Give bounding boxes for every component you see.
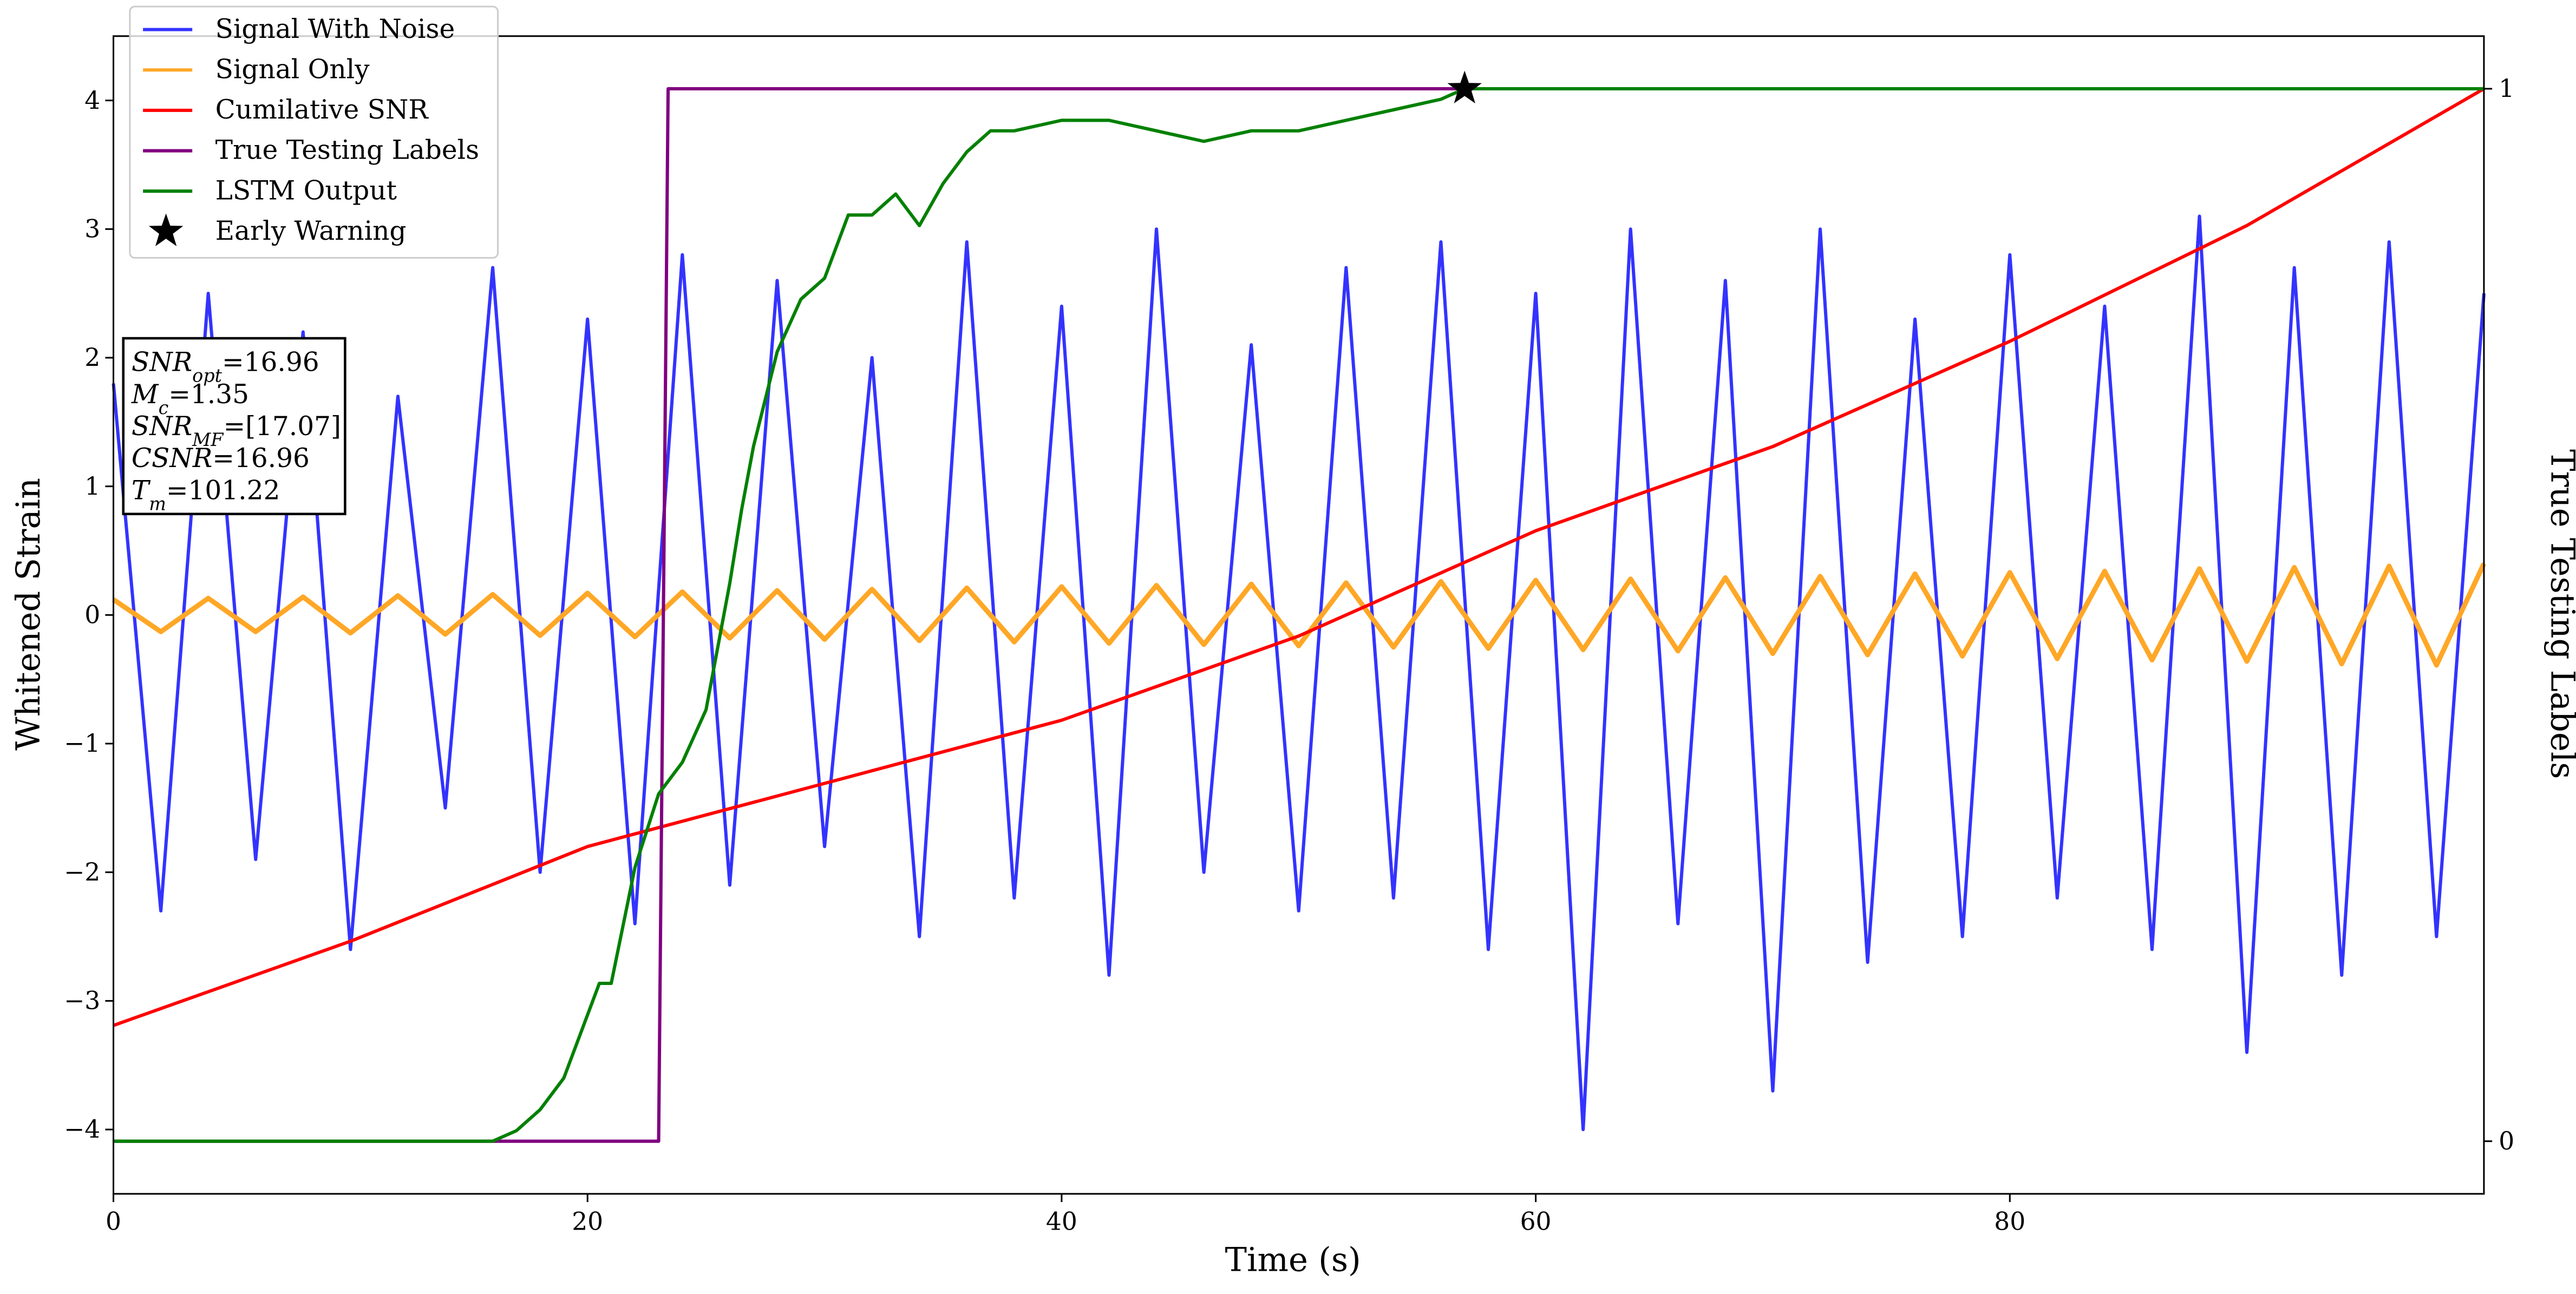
annotation-value: =16.96 [222, 347, 319, 378]
y2-tick-label: 1 [2499, 74, 2514, 103]
annotation: SNRopt=16.96Mc=1.35SNRMF=[17.07]CSNR=16.… [122, 337, 346, 516]
y-tick-label: 2 [84, 343, 100, 372]
y-tick-label: −3 [64, 987, 100, 1015]
annotation-value: =[17.07] [223, 411, 341, 442]
x-tick-label: 40 [1046, 1207, 1077, 1236]
y-tick-label: 0 [84, 601, 100, 629]
legend-symbol [148, 213, 184, 246]
legend: Signal With Noise Signal Only Cumilative S… [129, 5, 499, 259]
legend-label: Signal With Noise [215, 14, 455, 44]
annotation-subscript: m [149, 493, 166, 514]
annotation-symbol: SNR [132, 347, 192, 378]
plot-area [112, 70, 2487, 1143]
annotation-box [122, 337, 346, 516]
y2-tick-label: 0 [2499, 1127, 2514, 1155]
annotation-subscript: opt [192, 365, 222, 386]
x-tick-label: 60 [1520, 1207, 1552, 1236]
y-tick-label: −4 [64, 1115, 100, 1144]
legend-label: Cumilative SNR [215, 95, 429, 125]
y2-axis-label: True Testing Labels [2543, 449, 2576, 779]
annotation-line: SNRMF=[17.07] [132, 411, 341, 450]
y-tick-label: −1 [64, 729, 100, 758]
y-tick-label: 4 [84, 86, 100, 115]
x-axis-label: Time (s) [1225, 1242, 1361, 1279]
y-axis-label: Whitened Strain [10, 478, 48, 751]
legend-box [129, 5, 499, 259]
legend-label: True Testing Labels [215, 135, 479, 166]
annotation-value: =16.96 [212, 443, 310, 474]
annotation-symbol: M [131, 379, 159, 410]
marker [1447, 70, 1482, 103]
x-tick-label: 20 [572, 1207, 603, 1236]
y-tick-label: 3 [84, 214, 100, 243]
legend-label: LSTM Output [215, 175, 397, 206]
annotation-line: CSNR=16.96 [132, 443, 310, 474]
annotation-symbol: T [132, 475, 151, 505]
line [112, 562, 2487, 668]
line [112, 214, 2486, 1132]
y-tick-label: −2 [64, 858, 100, 886]
annotation-value: =1.35 [168, 379, 249, 410]
annotation-line: Tm=101.22 [132, 475, 280, 514]
x-tick-label: 80 [1994, 1207, 2025, 1236]
line [113, 87, 2484, 1143]
legend-label: Signal Only [215, 54, 370, 84]
line [113, 87, 2485, 1027]
annotation-line: SNRopt=16.96 [132, 347, 319, 386]
x-tick-label: 0 [106, 1207, 121, 1236]
annotation-symbol: CSNR [132, 443, 212, 474]
legend-label: Early Warning [215, 216, 407, 246]
annotation-value: =101.22 [166, 475, 280, 505]
annotation-subscript: MF [192, 429, 224, 450]
annotation-symbol: SNR [132, 411, 192, 442]
y-tick-label: 1 [84, 472, 100, 501]
annotation-line: Mc=1.35 [131, 379, 249, 418]
annotation-subscript: c [159, 397, 169, 418]
